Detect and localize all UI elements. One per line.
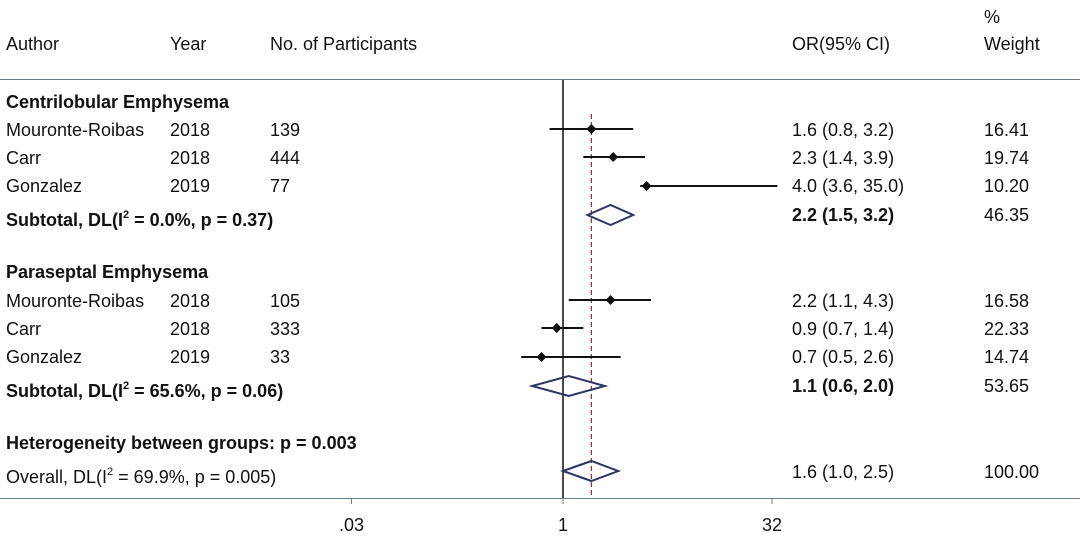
study-point-estimate [536,352,547,362]
overall-label: Overall, DL(I2 = 69.9%, p = 0.005) [6,461,276,488]
study-or-ci: 2.2 (1.1, 4.3) [792,291,895,311]
study-year: 2019 [170,176,211,196]
subtotal-sup: 2 [122,380,130,392]
subtotal-weight: 46.35 [984,205,1030,225]
study-year: 2018 [170,120,211,140]
header-rule [0,79,1080,80]
overall-prefix: Overall, DL(I [6,467,108,487]
overall-weight: 100.00 [984,462,1040,482]
study-year: 2018 [170,148,211,168]
study-weight: 10.20 [984,176,1030,196]
study-author: Gonzalez [6,176,83,196]
study-participants: 333 [270,319,301,339]
study-point-estimate [586,124,597,134]
subtotal-weight: 53.65 [984,376,1030,396]
study-or-ci: 4.0 (3.6, 35.0) [792,176,905,196]
subtotal-label: Subtotal, DL(I2 = 65.6%, p = 0.06) [6,375,283,402]
study-or-ci: 2.3 (1.4, 3.9) [792,148,895,168]
study-year: 2018 [170,319,211,339]
axis-rule [0,498,1080,499]
study-or-ci: 1.6 (0.8, 3.2) [792,120,895,140]
heterogeneity-label: Heterogeneity between groups: p = 0.003 [6,433,357,453]
subtotal-prefix: Subtotal, DL(I [6,381,123,401]
study-participants: 139 [270,120,301,140]
header-year: Year [170,34,207,54]
header-or-ci: OR(95% CI) [792,34,891,54]
header-weight-percent: % [984,7,1001,27]
overall-suffix: = 69.9%, p = 0.005) [113,467,277,487]
subtotal-label: Subtotal, DL(I2 = 0.0%, p = 0.37) [6,204,273,231]
study-point-estimate [608,152,619,162]
study-weight: 22.33 [984,319,1030,339]
study-year: 2019 [170,347,211,367]
overall-sup: 2 [107,466,114,478]
study-or-ci: 0.9 (0.7, 1.4) [792,319,895,339]
study-participants: 33 [270,347,291,367]
axis-tick-label: 32 [762,515,782,535]
study-author: Mouronte-Roibas [6,120,145,140]
group-title-paraseptal: Paraseptal Emphysema [6,262,209,282]
subtotal-diamond [584,203,636,227]
header-author: Author [6,34,60,54]
study-point-estimate [551,323,562,333]
subtotal-sup: 2 [122,209,130,221]
subtotal-suffix: = 0.0%, p = 0.37) [129,210,274,230]
study-point-estimate [605,295,616,305]
overall-or-ci: 1.6 (1.0, 2.5) [792,462,895,482]
study-weight: 16.58 [984,291,1030,311]
subtotal-prefix: Subtotal, DL(I [6,210,123,230]
axis-tick-label: .03 [339,515,364,535]
overall-diamond [559,459,622,483]
subtotal-or-ci: 2.2 (1.5, 3.2) [792,205,895,225]
subtotal-or-ci: 1.1 (0.6, 2.0) [792,376,895,396]
group-title-centrilobular: Centrilobular Emphysema [6,92,230,112]
study-author: Gonzalez [6,347,83,367]
study-author: Carr [6,319,41,339]
header-weight: Weight [984,34,1040,54]
study-participants: 105 [270,291,301,311]
header-participants: No. of Participants [270,34,418,54]
study-weight: 14.74 [984,347,1030,367]
subtotal-suffix: = 65.6%, p = 0.06) [129,381,284,401]
study-author: Carr [6,148,41,168]
study-participants: 444 [270,148,301,168]
study-weight: 19.74 [984,148,1030,168]
study-participants: 77 [270,176,291,196]
study-year: 2018 [170,291,211,311]
study-or-ci: 0.7 (0.5, 2.6) [792,347,895,367]
subtotal-diamond [528,374,609,398]
study-weight: 16.41 [984,120,1030,140]
axis-tick-label: 1 [558,515,568,535]
study-point-estimate [641,181,652,191]
study-author: Mouronte-Roibas [6,291,145,311]
